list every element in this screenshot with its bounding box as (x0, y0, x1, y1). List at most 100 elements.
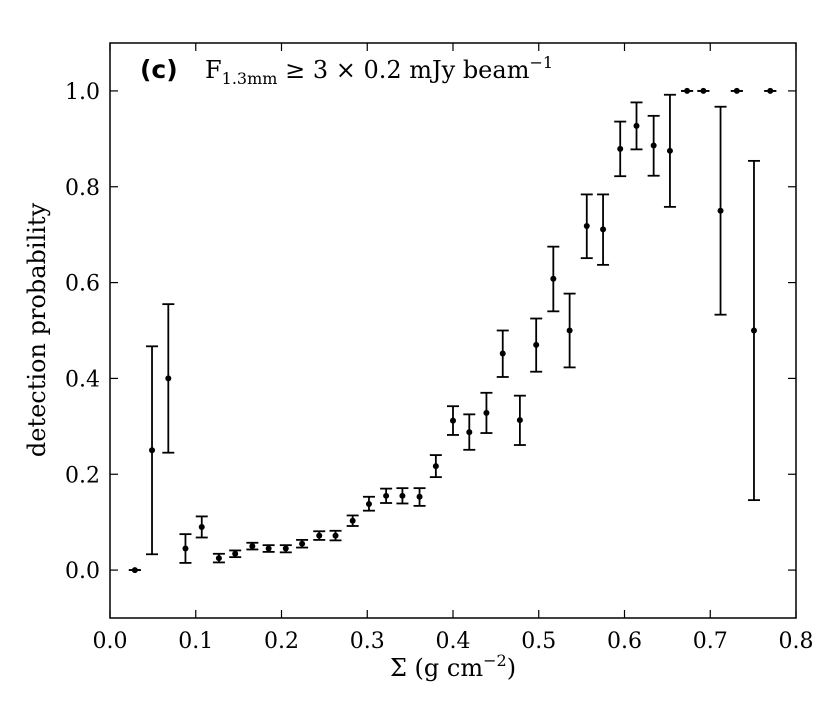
x-tick-label: 0.2 (264, 629, 299, 654)
data-marks (128, 87, 777, 574)
data-point (131, 567, 138, 574)
data-point-group (496, 329, 509, 378)
x-axis-label-main: Σ (g cm (390, 654, 483, 682)
threshold-annotation: F1.3mm ≥ 3 × 0.2 mJy beam−1 (205, 53, 553, 88)
data-point (700, 87, 707, 94)
data-point (566, 327, 573, 334)
data-point-group (162, 303, 175, 454)
data-point-group (380, 487, 393, 504)
threshold-formula-rest: ≥ 3 × 0.2 mJy beam (277, 56, 529, 84)
threshold-formula-main: F (205, 56, 222, 84)
threshold-formula-sub: 1.3mm (222, 69, 278, 88)
data-point-group (362, 495, 375, 512)
data-point-group (246, 541, 259, 551)
data-point-group (212, 552, 225, 564)
data-point-group (663, 93, 676, 208)
data-point-group (179, 533, 192, 564)
x-tick-label: 0.3 (350, 629, 385, 654)
data-point-group (513, 394, 526, 446)
data-point-group (413, 487, 426, 507)
data-point-group (313, 530, 326, 541)
data-point-group (296, 538, 309, 549)
y-tick-label: 0.8 (65, 176, 100, 201)
data-point (332, 532, 339, 539)
data-point-group (597, 193, 610, 266)
x-tick-label: 0.8 (779, 629, 814, 654)
data-point (299, 540, 306, 547)
data-point-group (346, 514, 359, 527)
x-tick-label: 0.0 (93, 629, 128, 654)
data-point (450, 417, 456, 424)
data-point (432, 463, 439, 470)
x-axis-label-sup: −2 (483, 651, 507, 670)
data-point (650, 142, 657, 149)
data-point (550, 275, 557, 282)
data-point (249, 543, 256, 550)
data-point-group (764, 87, 777, 94)
data-point (383, 492, 390, 499)
x-tick-label: 0.4 (436, 629, 471, 654)
data-point-group (229, 549, 242, 559)
data-point (149, 447, 156, 454)
data-point-group (547, 245, 560, 313)
data-point (416, 493, 423, 500)
data-point-group (447, 405, 459, 436)
data-point (499, 350, 506, 357)
y-tick-label: 0.2 (65, 463, 100, 488)
data-point-group (262, 544, 275, 553)
data-point (617, 145, 624, 152)
data-point-group (614, 120, 627, 178)
data-point (733, 87, 740, 94)
data-point (232, 550, 239, 557)
y-tick-label: 0.0 (65, 559, 100, 584)
data-point (666, 147, 673, 154)
threshold-formula-sup: −1 (529, 53, 553, 72)
data-point-group (195, 515, 208, 539)
data-point-group (681, 87, 694, 94)
x-tick-label: 0.5 (521, 629, 556, 654)
data-point-group (429, 454, 442, 479)
data-point (349, 517, 356, 524)
data-point (533, 341, 540, 348)
data-point-group (730, 87, 743, 94)
y-tick-label: 1.0 (65, 80, 100, 105)
data-point-group (329, 529, 342, 542)
data-point-group (128, 567, 141, 574)
x-tick-label: 0.1 (178, 629, 213, 654)
data-point (483, 409, 490, 416)
ticks: 0.0 0.1 0.2 0.3 0.4 0.5 0.6 0.7 0.8 0.0 0.2 0.4 0.6 0… (65, 43, 814, 654)
x-tick-label: 0.6 (607, 629, 642, 654)
data-point-group (463, 413, 476, 451)
data-point-group (647, 114, 660, 177)
y-tick-label: 0.6 (65, 272, 100, 297)
data-point (215, 555, 222, 562)
y-tick-label: 0.4 (65, 367, 100, 392)
plot-frame (109, 42, 797, 619)
x-axis-label-end: ) (507, 654, 516, 682)
data-point (516, 417, 523, 424)
x-axis-label: Σ (g cm−2) (390, 651, 516, 682)
panel-label: (c) (140, 55, 178, 84)
data-point (633, 122, 640, 129)
data-point-group (480, 391, 493, 434)
data-point-group (714, 105, 727, 316)
data-point-group (563, 292, 576, 369)
data-point (600, 226, 607, 233)
data-point (182, 545, 189, 552)
data-point (165, 375, 172, 382)
data-point-group (697, 87, 710, 94)
data-point (265, 545, 272, 552)
data-point (750, 327, 757, 334)
data-point-group (630, 101, 643, 151)
data-point-group (146, 345, 159, 556)
data-point-group (530, 317, 543, 373)
data-point-group (580, 193, 593, 260)
data-point (365, 500, 372, 507)
data-point (717, 207, 724, 214)
data-point (466, 429, 473, 436)
data-point (684, 87, 691, 94)
data-point-group (279, 544, 292, 554)
data-point-group (396, 487, 409, 505)
data-point (767, 87, 774, 94)
